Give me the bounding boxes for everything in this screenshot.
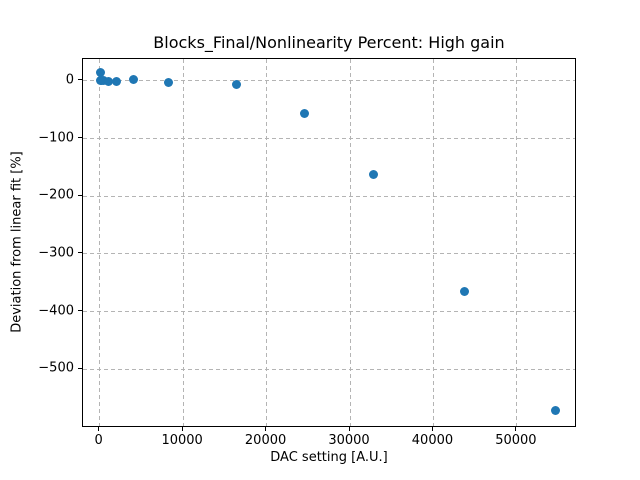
x-tick-mark [348,427,350,431]
y-tick-label: 0 [65,72,74,88]
gridline-y [83,80,575,82]
chart-title: Blocks_Final/Nonlinearity Percent: High … [153,33,505,52]
gridline-x [266,59,268,426]
scatter-point [96,67,106,77]
y-axis-label: Deviation from linear fit [%] [9,151,25,333]
y-tick-mark [78,367,82,369]
x-tick-mark [181,427,183,431]
y-tick-mark [78,137,82,139]
y-tick-mark [78,79,82,81]
x-tick-label: 20000 [244,433,287,448]
gridline-x [516,59,518,426]
x-tick-mark [431,427,433,431]
x-tick-label: 50000 [495,433,537,448]
y-tick-label: −100 [38,130,74,146]
scatter-point [368,169,378,179]
y-tick-mark [78,310,82,312]
y-tick-label: −500 [38,360,74,376]
gridline-x [432,59,434,426]
plot-area [82,58,576,427]
x-tick-mark [265,427,267,431]
scatter-point [231,80,241,90]
y-tick-mark [78,194,82,196]
gridline-y [83,311,575,313]
scatter-point [300,109,310,119]
y-tick-label: −200 [38,187,74,203]
gridline-y [83,138,575,140]
scatter-point [550,406,560,416]
scatter-point [163,77,173,87]
x-tick-mark [515,427,517,431]
gridline-y [83,368,575,370]
x-axis-label: DAC setting [A.U.] [270,450,388,465]
y-tick-label: −400 [38,303,74,319]
gridline-y [83,195,575,197]
gridline-x [99,59,101,426]
scatter-point [129,74,139,84]
scatter-point [459,286,469,296]
scatter-point [112,76,122,86]
y-tick-label: −300 [38,245,74,261]
gridline-x [349,59,351,426]
scatter-point [103,76,113,86]
y-tick-mark [78,252,82,254]
gridline-x [182,59,184,426]
x-tick-label: 40000 [411,433,454,448]
gridline-y [83,253,575,255]
x-tick-label: 10000 [161,433,203,448]
x-tick-mark [98,427,100,431]
x-tick-label: 30000 [328,433,370,448]
x-tick-label: 0 [94,433,103,448]
